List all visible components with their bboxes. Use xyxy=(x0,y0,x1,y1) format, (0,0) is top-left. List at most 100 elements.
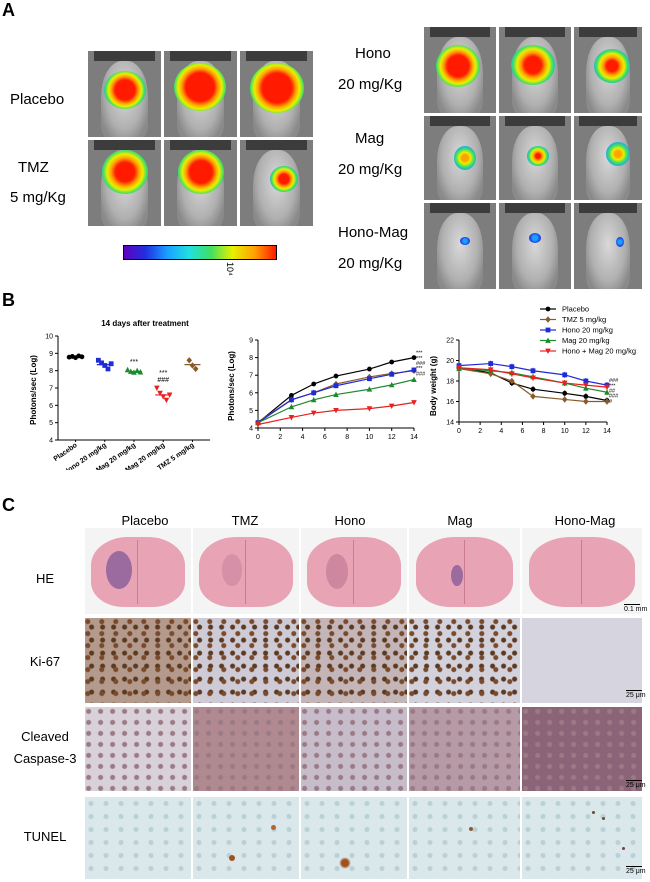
chart2-point xyxy=(333,383,339,389)
legend-marker xyxy=(545,316,551,323)
chart2-point xyxy=(411,400,417,406)
chart2-ylabel: Photons/sec (Log) xyxy=(227,351,236,421)
chart1-point xyxy=(108,361,114,367)
chart1-point xyxy=(189,362,196,369)
chart1-xtick-label: Placebo xyxy=(53,442,79,463)
chart2-point xyxy=(288,415,295,421)
chart2-point xyxy=(367,376,372,382)
scale-bar-he: 0.1 mm xyxy=(624,604,648,613)
chart1-point xyxy=(99,360,104,366)
chart2-point xyxy=(311,390,317,396)
chart3-xtick-label: 14 xyxy=(603,428,611,435)
chart2-point xyxy=(388,381,395,388)
ki67-image-tmz xyxy=(193,618,299,703)
chart2-point xyxy=(389,371,395,377)
bli-image-mag-2 xyxy=(499,116,571,200)
col-header-hono: Hono xyxy=(334,513,366,528)
group-label-tmz: TMZ xyxy=(18,159,49,176)
chart1-point xyxy=(186,357,193,364)
col-header-mag: Mag xyxy=(447,513,473,528)
col-header-honomag: Hono-Mag xyxy=(554,513,616,528)
col-header-placebo: Placebo xyxy=(121,513,169,528)
bli-image-mag-1 xyxy=(424,116,496,200)
chart3-point xyxy=(509,364,515,370)
chart1-point xyxy=(102,363,108,368)
chart2-point xyxy=(333,373,339,379)
panel-b-letter: B xyxy=(2,290,15,310)
he-image-placebo xyxy=(85,528,191,614)
chart2-point xyxy=(366,406,373,412)
chart1-point xyxy=(154,385,160,391)
bli-image-placebo-2 xyxy=(164,51,237,137)
chart3-point xyxy=(583,398,589,405)
chart3-point xyxy=(509,377,515,385)
chart1-ytick-label: 5 xyxy=(49,420,53,427)
he-image-honomag xyxy=(522,528,642,614)
group-label-hono: Hono xyxy=(355,45,391,62)
group-label-placebo: Placebo xyxy=(10,91,65,108)
chart2-point xyxy=(411,376,417,382)
chart2-ytick-label: 4 xyxy=(249,426,253,433)
bli-image-tmz-1 xyxy=(88,140,161,226)
chart3-ylabel: Body weight (g) xyxy=(429,356,438,416)
group-label-mag: Mag xyxy=(355,130,385,147)
chart3-significance: # xyxy=(609,399,613,405)
chart2-significance: *** xyxy=(416,356,423,362)
chart2-ytick-label: 9 xyxy=(249,338,253,345)
chart1-title: 14 days after treatment xyxy=(101,319,189,328)
chart3-ytick-label: 18 xyxy=(446,379,454,386)
chart1-point xyxy=(95,357,101,363)
chart3-xtick-label: 8 xyxy=(542,428,546,435)
chart3-point xyxy=(604,398,610,405)
bli-image-honomag-3 xyxy=(574,203,642,289)
bli-image-honomag-2 xyxy=(499,203,571,289)
chart2-xtick-label: 12 xyxy=(388,434,396,441)
chart3-xtick-label: 4 xyxy=(499,428,503,435)
chart1-ytick-label: 6 xyxy=(49,403,53,410)
chart3-point xyxy=(509,371,515,377)
chart2-point xyxy=(289,397,294,403)
bli-image-mag-3 xyxy=(574,116,642,200)
chart-14-days-scatter: 14 days after treatment Photons/sec (Log… xyxy=(29,319,210,470)
caspase-image-tmz xyxy=(193,707,299,791)
chart2-significance: *** xyxy=(416,351,423,357)
row-label-tunel: TUNEL xyxy=(23,829,67,844)
chart3-xtick-label: 10 xyxy=(561,428,569,435)
colorbar-exponent-label: 10⁴ xyxy=(225,262,235,276)
chart3-ytick-label: 16 xyxy=(446,399,454,406)
chart3-point xyxy=(487,367,494,373)
ki67-image-placebo xyxy=(85,618,191,703)
legend-label: Mag 20 mg/kg xyxy=(562,336,610,345)
group-label-hono-dose: 20 mg/Kg xyxy=(338,76,403,93)
chart1-ytick-label: 10 xyxy=(45,334,53,341)
bli-image-placebo-1 xyxy=(88,51,161,137)
chart2-xtick-label: 8 xyxy=(345,434,349,441)
chart2-point xyxy=(255,422,261,428)
chart1-ytick-label: 9 xyxy=(49,351,53,358)
chart3-point xyxy=(583,393,589,399)
bli-image-hono-3 xyxy=(574,27,642,113)
chart3-significance: ## xyxy=(609,389,616,395)
chart1-point xyxy=(124,366,131,373)
chart1-significance: ### xyxy=(157,377,169,384)
row-label-ki67: Ki-67 xyxy=(29,654,61,669)
tunel-image-honomag xyxy=(522,797,642,879)
group-label-honomag-dose: 20 mg/Kg xyxy=(338,255,403,272)
chart1-ylabel: Photons/sec (Log) xyxy=(29,355,38,425)
chart2-xtick-label: 10 xyxy=(366,434,374,441)
he-image-tmz xyxy=(193,528,299,614)
tunel-image-placebo xyxy=(85,797,191,879)
chart1-ytick-label: 7 xyxy=(49,386,53,393)
chart2-point xyxy=(389,359,395,365)
chart1-ytick-label: 8 xyxy=(49,368,53,375)
bli-image-placebo-3 xyxy=(240,51,313,137)
luminescence-colorbar xyxy=(123,245,277,260)
chart2-point xyxy=(388,403,395,409)
scale-bar-tunel: 25 μm xyxy=(626,866,646,875)
chart1-ytick-label: 4 xyxy=(49,438,53,445)
chart2-xtick-label: 6 xyxy=(323,434,327,441)
chart3-point xyxy=(530,386,536,392)
legend-marker xyxy=(545,327,551,333)
